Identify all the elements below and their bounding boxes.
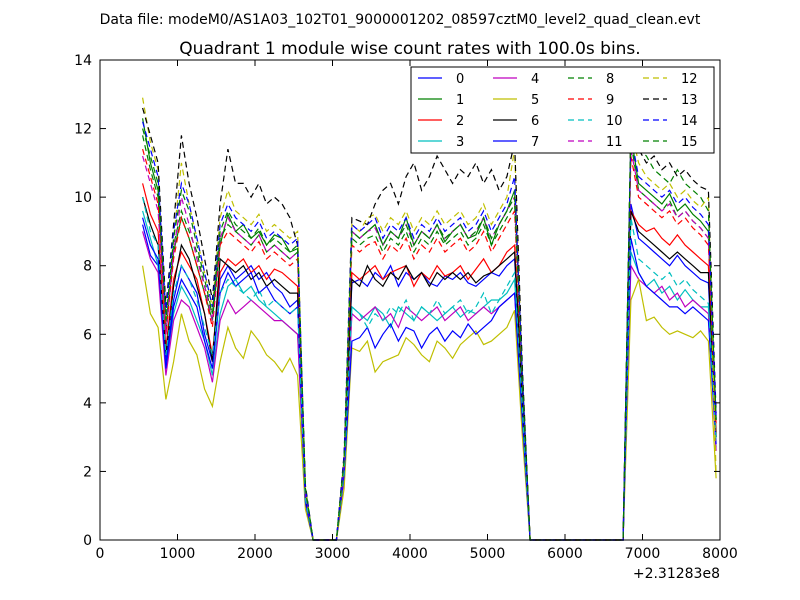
- legend-label-10: 10: [606, 114, 623, 129]
- legend-label-6: 6: [531, 114, 539, 129]
- legend-label-1: 1: [456, 93, 464, 108]
- y-tick-label: 10: [74, 190, 92, 206]
- x-tick-label: 8000: [702, 546, 738, 562]
- y-tick-label: 6: [83, 327, 92, 343]
- legend-label-8: 8: [606, 72, 614, 87]
- legend-label-7: 7: [531, 135, 539, 150]
- x-tick-label: 1000: [160, 546, 196, 562]
- legend-label-12: 12: [681, 72, 698, 87]
- legend-label-13: 13: [681, 93, 698, 108]
- legend-label-15: 15: [681, 135, 698, 150]
- legend-label-2: 2: [456, 114, 464, 129]
- data-file-caption: Data file: modeM0/AS1A03_102T01_90000012…: [100, 12, 701, 28]
- legend-label-0: 0: [456, 72, 464, 87]
- legend-label-9: 9: [606, 93, 614, 108]
- x-tick-label: 6000: [547, 546, 583, 562]
- axis-tick-labels: 0 1000 2000 3000 4000 5000 6000 7000 80000246810…: [74, 53, 738, 562]
- series-line-11: [142, 148, 717, 541]
- legend-label-14: 14: [681, 114, 698, 129]
- x-tick-label: 7000: [625, 546, 661, 562]
- x-tick-label: 4000: [392, 546, 428, 562]
- legend-label-11: 11: [606, 135, 623, 150]
- x-tick-label: 0: [96, 546, 105, 562]
- y-tick-label: 12: [74, 122, 92, 138]
- axis-ticks: [99, 59, 721, 541]
- legend-label-5: 5: [531, 93, 539, 108]
- y-tick-label: 2: [83, 464, 92, 480]
- y-tick-label: 8: [83, 259, 92, 275]
- y-tick-label: 14: [74, 53, 92, 69]
- x-tick-label: 5000: [470, 546, 506, 562]
- x-offset-label: +2.31283e8: [633, 566, 720, 582]
- legend-label-3: 3: [456, 135, 464, 150]
- y-tick-label: 4: [83, 396, 92, 412]
- chart-title: Quadrant 1 module wise count rates with …: [179, 39, 640, 59]
- legend-box: [410, 66, 715, 154]
- plot-lines: [142, 97, 717, 541]
- x-tick-label: 2000: [237, 546, 273, 562]
- legend-label-4: 4: [531, 72, 539, 87]
- y-tick-label: 0: [83, 533, 92, 549]
- x-tick-label: 3000: [315, 546, 351, 562]
